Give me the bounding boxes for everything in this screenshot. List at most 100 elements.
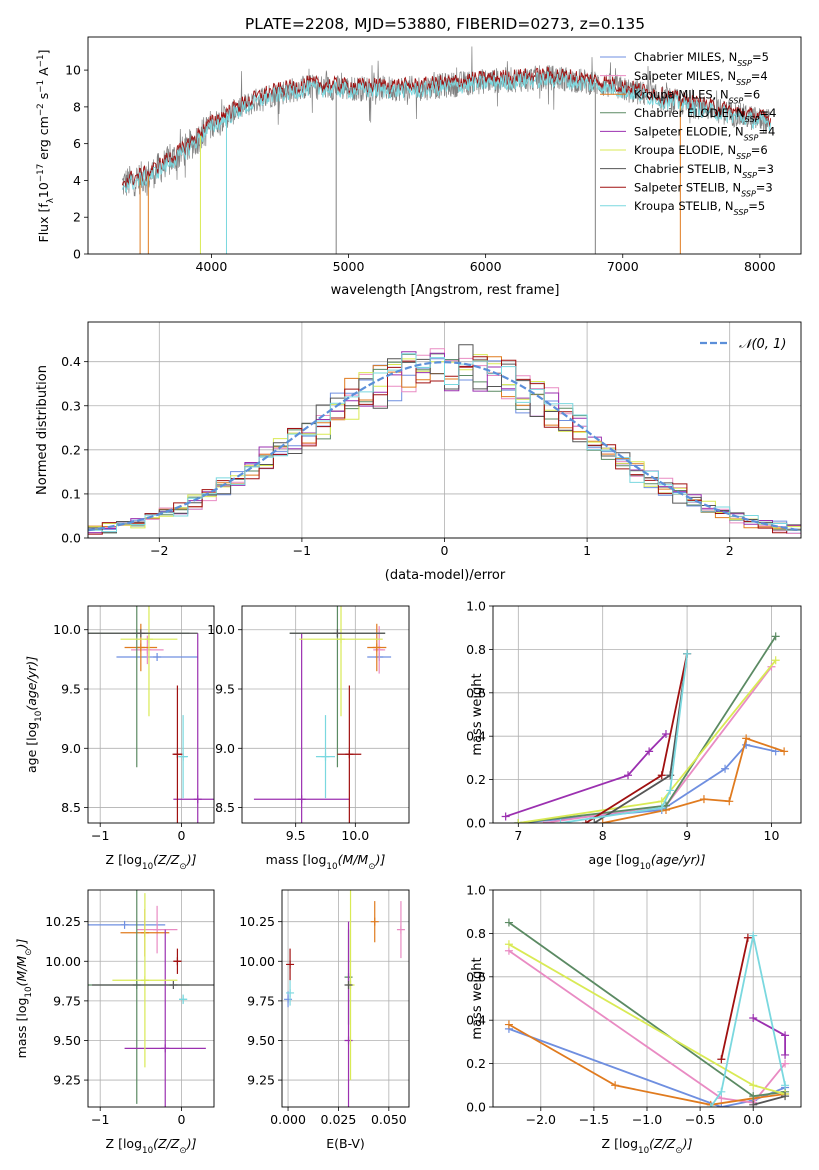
age-vs-Z-axes: −1 0 8.5 9.0 9.5 10.0 <box>53 606 214 843</box>
weight-point-marker <box>657 803 666 812</box>
residuals-xtick-label: 1 <box>583 543 591 558</box>
mass-vs-Z-frame <box>87 889 215 1108</box>
errorbar-point-kroupa-stelib <box>286 980 295 1006</box>
point-marker <box>344 1036 353 1045</box>
errorbar-point-salpeter-elodie <box>124 929 206 1107</box>
weight-series-line <box>709 935 786 1107</box>
legend-entry: Salpeter STELIB, NSSP=3 <box>634 180 773 198</box>
weight-point-marker <box>743 933 752 942</box>
spectrum-frame <box>87 36 802 255</box>
age-vs-mass-xtick-label: 10.0 <box>341 828 369 843</box>
weight-series-salpeter-stelib <box>717 933 752 1064</box>
weight-point-marker <box>749 1092 758 1101</box>
weight-vs-Z-axes: −2.0 −1.5 −1.0 −0.5 0.0 0.0 0.2 0.4 0.6 0.8 1.0 <box>466 883 801 1127</box>
weight-vs-Z-xlabel: Z [log10(Z/Z⊙)] <box>602 1136 693 1156</box>
weight-vs-age-xtick-label: 8 <box>599 828 607 843</box>
age-vs-Z-ylabel: age [log10(age/yr)] <box>24 656 44 773</box>
residuals-ytick-label: 0.4 <box>61 354 81 369</box>
point-marker <box>372 643 381 652</box>
point-marker <box>333 629 342 638</box>
weight-series-salpeter-elodie <box>501 730 670 821</box>
legend-entry: Chabrier STELIB, NSSP=3 <box>634 162 774 180</box>
point-marker <box>321 752 330 761</box>
mass-vs-Z-axes: −1 0 9.25 9.50 9.75 10.00 10.25 <box>45 890 214 1127</box>
legend-entry: Chabrier MILES, NSSP=5 <box>634 50 769 67</box>
weight-point-marker <box>598 819 607 823</box>
residuals-xtick-label: 2 <box>726 543 734 558</box>
weight-vs-Z-xtick-label: −0.5 <box>685 1112 715 1127</box>
errorbar-point-salpeter-miles <box>396 901 405 959</box>
weight-vs-Z-xtick-label: −1.0 <box>632 1112 662 1127</box>
mass-vs-EBV-xtick-label: 0.025 <box>321 1112 357 1127</box>
point-marker <box>337 635 346 644</box>
mass-vs-EBV-xtick-label: 0.000 <box>270 1112 306 1127</box>
mass-vs-EBV-ytick-label: 9.50 <box>247 1033 275 1048</box>
weight-vs-age-ytick-label: 0.6 <box>466 685 486 700</box>
mass-vs-EBV-frame <box>281 889 410 1108</box>
spectrum-ytick-label: 0 <box>73 247 81 262</box>
errorbar-point-salpeter-stelib <box>173 948 182 974</box>
weight-point-marker <box>556 819 565 823</box>
weight-point-marker <box>749 1014 758 1023</box>
point-marker <box>193 795 202 804</box>
weight-series-line <box>752 1095 786 1106</box>
point-marker <box>169 981 178 990</box>
age-vs-Z-frame <box>87 605 215 824</box>
weight-vs-age-xlabel: age [log10(age/yr)] <box>588 852 705 872</box>
weight-point-marker <box>683 649 692 658</box>
residuals-ytick-label: 0.2 <box>61 442 81 457</box>
point-marker <box>120 920 129 929</box>
weight-series-line <box>720 937 749 1060</box>
spectrum-xlabel: wavelength [Angstrom, rest frame] <box>331 283 560 298</box>
weight-point-marker <box>706 1103 715 1107</box>
age-vs-mass-xtick-label: 9.5 <box>286 828 306 843</box>
point-marker <box>345 750 354 759</box>
weight-vs-Z-xtick-label: −2.0 <box>526 1112 556 1127</box>
spectrum-xtick-label: 4000 <box>195 259 227 274</box>
mass-vs-EBV-ytick-label: 9.25 <box>247 1073 275 1088</box>
weight-vs-Z-ytick-label: 1.0 <box>466 883 486 898</box>
weight-vs-age-xtick-label: 7 <box>514 828 522 843</box>
point-marker <box>370 917 379 926</box>
errorbar-point-salpeter-miles <box>136 905 178 954</box>
mass-vs-EBV-ytick-label: 10.25 <box>239 914 275 929</box>
weight-vs-age-ytick-label: 1.0 <box>466 599 486 614</box>
mass-vs-EBV-xlabel: E(B-V) <box>326 1136 365 1151</box>
weight-vs-age-xtick-label: 10 <box>764 828 780 843</box>
mass-vs-Z-ytick-label: 9.75 <box>53 993 81 1008</box>
weight-vs-age-xtick-label: 9 <box>683 828 691 843</box>
errorbar-point-chabrier-miles <box>116 652 198 661</box>
weight-vs-Z-ytick-label: 0.8 <box>466 926 486 941</box>
spectrum-ytick-label: 2 <box>73 210 81 225</box>
mass-vs-Z-xtick-label: 0 <box>178 1112 186 1127</box>
spectrum-ytick-label: 8 <box>73 99 81 114</box>
mass-vs-EBV-ytick-label: 9.75 <box>247 993 275 1008</box>
weight-vs-Z-ytick-label: 0.4 <box>466 1013 486 1028</box>
weight-vs-age-frame <box>492 605 802 824</box>
weight-point-marker <box>581 819 590 823</box>
weight-vs-Z-xtick-label: −1.5 <box>579 1112 609 1127</box>
weight-point-marker <box>501 812 510 821</box>
gaussian-reference-curve <box>88 360 801 532</box>
weight-series-line <box>543 666 773 823</box>
residuals-ytick-label: 0.0 <box>61 531 81 546</box>
errorbar-point-kroupa-elodie <box>112 893 178 1068</box>
residuals-frame <box>87 321 802 539</box>
errorbar-point-kroupa-stelib <box>178 715 188 799</box>
errorbar-point-chabrier-miles <box>88 920 166 929</box>
spectrum-xtick-label: 6000 <box>470 259 502 274</box>
weight-series-chabrier-elodie <box>514 632 780 823</box>
weight-point-marker <box>771 632 780 641</box>
point-marker <box>173 750 182 759</box>
weight-point-marker <box>781 1059 790 1068</box>
weight-vs-age-plot-area <box>501 632 789 823</box>
residuals-ytick-label: 0.3 <box>61 398 81 413</box>
age-vs-Z-plot-area <box>88 606 214 823</box>
point-marker <box>140 976 149 985</box>
weight-point-marker <box>666 786 675 795</box>
weight-point-marker <box>781 1031 790 1040</box>
errorbar-point-salpeter-miles <box>131 635 164 665</box>
residuals-plot-area <box>88 344 801 535</box>
age-vs-mass-frame <box>241 605 410 824</box>
residuals-xtick-label: 0 <box>441 543 449 558</box>
